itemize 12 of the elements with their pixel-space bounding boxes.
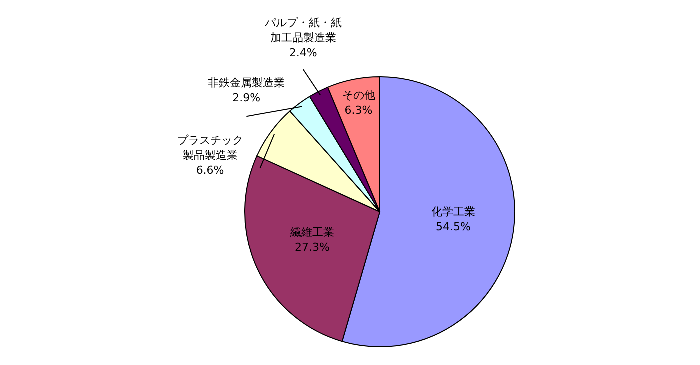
slice-label: その他 xyxy=(342,89,376,102)
data-label: 2.9% xyxy=(232,92,261,105)
data-label: 6.6% xyxy=(196,164,224,178)
data-label: 54.5% xyxy=(436,220,471,234)
data-label: 6.3% xyxy=(344,104,373,118)
slice-label: 化学工業 xyxy=(432,205,476,218)
slice-label: 繊維工業 xyxy=(290,226,335,239)
data-label: 27.3% xyxy=(295,240,330,254)
data-label: 2.4% xyxy=(289,46,318,60)
slice-label: 非鉄金属製造業 xyxy=(208,76,286,90)
slice-label: プラスチック製品製造業 xyxy=(177,134,244,162)
slice-label: パルプ・紙・紙加工品製造業 xyxy=(264,16,342,45)
